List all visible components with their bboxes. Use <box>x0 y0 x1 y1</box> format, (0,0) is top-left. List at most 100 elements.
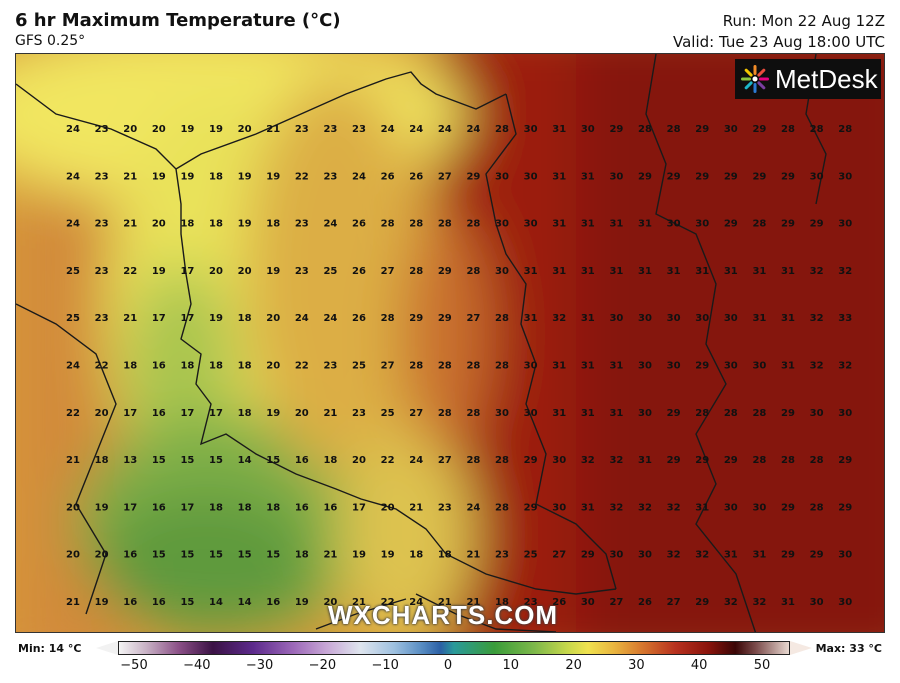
grid-value: 28 <box>438 361 452 372</box>
legend-tick-label: −50 <box>120 658 148 673</box>
grid-value: 23 <box>95 124 109 135</box>
grid-value: 25 <box>381 408 395 419</box>
grid-value: 29 <box>781 219 795 230</box>
grid-value: 28 <box>495 502 509 513</box>
grid-value: 30 <box>810 171 824 182</box>
grid-value: 30 <box>724 361 738 372</box>
grid-value: 19 <box>180 124 194 135</box>
grid-value: 32 <box>810 361 824 372</box>
grid-value: 24 <box>466 502 480 513</box>
grid-value: 19 <box>152 171 166 182</box>
grid-value: 23 <box>323 361 337 372</box>
grid-value: 25 <box>524 550 538 561</box>
grid-value: 19 <box>238 171 252 182</box>
grid-value: 31 <box>724 266 738 277</box>
grid-value: 20 <box>295 408 309 419</box>
grid-value: 20 <box>95 550 109 561</box>
grid-value: 20 <box>209 266 223 277</box>
temperature-field <box>16 54 884 632</box>
grid-value: 28 <box>810 124 824 135</box>
grid-value: 32 <box>552 313 566 324</box>
grid-value: 15 <box>180 597 194 608</box>
grid-value: 28 <box>438 219 452 230</box>
grid-value: 23 <box>323 171 337 182</box>
grid-value: 28 <box>752 408 766 419</box>
grid-value: 24 <box>381 124 395 135</box>
grid-value: 23 <box>95 219 109 230</box>
grid-value: 29 <box>781 550 795 561</box>
grid-value: 28 <box>781 124 795 135</box>
grid-value: 15 <box>180 455 194 466</box>
grid-value: 31 <box>581 361 595 372</box>
grid-value: 28 <box>695 408 709 419</box>
grid-value: 21 <box>323 408 337 419</box>
grid-value: 31 <box>609 408 623 419</box>
grid-value: 27 <box>438 455 452 466</box>
grid-value: 18 <box>438 550 452 561</box>
grid-value: 18 <box>238 408 252 419</box>
grid-value: 30 <box>810 597 824 608</box>
border-lines <box>16 54 827 632</box>
grid-value: 30 <box>638 313 652 324</box>
color-legend: Min: 14 °C Max: 33 °C −50 −40 −30 −20 −10 0 10… <box>0 636 900 683</box>
grid-value: 23 <box>352 408 366 419</box>
grid-value: 27 <box>667 597 681 608</box>
grid-value: 30 <box>524 171 538 182</box>
grid-value: 30 <box>524 361 538 372</box>
grid-value: 15 <box>152 455 166 466</box>
grid-value: 28 <box>466 408 480 419</box>
grid-value: 29 <box>724 171 738 182</box>
grid-value: 18 <box>180 361 194 372</box>
grid-value: 28 <box>638 124 652 135</box>
wxcharts-watermark: WXCHARTS.COM <box>328 600 559 630</box>
grid-value: 16 <box>152 597 166 608</box>
temperature-map: 24 23 20 20 19 19 20 21 23 23 23 24 24 24 24 28 30 31 30 29… <box>15 53 885 633</box>
grid-value: 27 <box>438 171 452 182</box>
legend-right-arrow <box>790 641 812 655</box>
legend-tick-label: −40 <box>183 658 211 673</box>
grid-value: 28 <box>466 455 480 466</box>
grid-value: 30 <box>495 219 509 230</box>
grid-value: 30 <box>552 455 566 466</box>
grid-value: 14 <box>238 597 252 608</box>
legend-tick-label: −30 <box>245 658 274 673</box>
grid-value: 31 <box>552 266 566 277</box>
grid-value: 32 <box>581 455 595 466</box>
grid-value: 30 <box>695 313 709 324</box>
grid-value: 17 <box>123 502 137 513</box>
grid-value: 29 <box>695 597 709 608</box>
grid-value: 23 <box>323 124 337 135</box>
grid-value: 20 <box>95 408 109 419</box>
grid-value: 31 <box>781 361 795 372</box>
grid-value: 17 <box>180 266 194 277</box>
grid-value: 29 <box>466 171 480 182</box>
grid-value: 31 <box>638 219 652 230</box>
legend-tick-label: 20 <box>565 658 582 673</box>
grid-value: 31 <box>695 266 709 277</box>
grid-value: 16 <box>123 550 137 561</box>
grid-value: 30 <box>495 171 509 182</box>
grid-value: 29 <box>838 455 852 466</box>
grid-value: 18 <box>295 550 309 561</box>
grid-value: 31 <box>552 219 566 230</box>
grid-value: 31 <box>581 313 595 324</box>
grid-value: 29 <box>724 219 738 230</box>
legend-min-label: Min: 14 °C <box>18 642 82 655</box>
grid-value: 17 <box>123 408 137 419</box>
grid-value: 21 <box>66 597 80 608</box>
grid-value: 29 <box>781 408 795 419</box>
grid-value: 30 <box>752 361 766 372</box>
grid-value: 31 <box>752 313 766 324</box>
grid-value: 22 <box>295 361 309 372</box>
grid-value: 21 <box>352 597 366 608</box>
grid-value: 32 <box>724 597 738 608</box>
grid-value: 30 <box>524 219 538 230</box>
grid-value: 23 <box>295 219 309 230</box>
grid-value: 29 <box>524 502 538 513</box>
grid-value: 30 <box>552 502 566 513</box>
metdesk-logo: MetDesk <box>735 59 881 99</box>
legend-max-label: Max: 33 °C <box>815 642 882 655</box>
grid-value: 22 <box>381 597 395 608</box>
grid-value: 24 <box>66 361 80 372</box>
grid-value: 31 <box>609 219 623 230</box>
